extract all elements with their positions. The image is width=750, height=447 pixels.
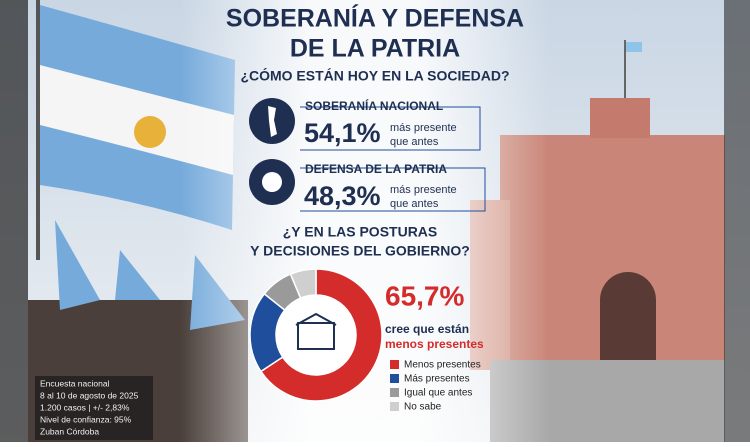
caption: menos presentes [385,337,484,351]
footnote-line: 1.200 casos | +/- 2,83% [40,402,130,412]
question: Y DECISIONES DEL GOBIERNO? [250,243,470,259]
stat: SOBERANÍA NACIONAL 54,1% más presente qu… [249,98,481,151]
footnote-line: 8 al 10 de agosto de 2025 [40,390,139,400]
right-edge [724,0,750,442]
title: SOBERANÍA Y DEFENSA [226,4,524,33]
value-label: 65,7% [385,280,464,311]
legend-swatch [390,360,399,369]
legend-label: Más presentes [404,374,470,385]
left-edge [0,0,28,442]
stat-value: 54,1% [304,118,381,148]
footnote-line: Encuesta nacional [40,378,110,388]
subtitle: ¿CÓMO ESTÁN HOY EN LA SOCIEDAD? [240,67,509,84]
stat-note: más presente [390,184,457,196]
stat: DEFENSA DE LA PATRIA 48,3% más presente … [249,159,486,212]
legend-swatch [390,374,399,383]
stat-label: SOBERANÍA NACIONAL [305,98,443,113]
footnote: Encuesta nacional 8 al 10 de agosto de 20… [40,378,139,436]
stat-note: que antes [390,198,439,210]
footnote-line: Zuban Córdoba [40,426,99,436]
stat-note: más presente [390,122,457,134]
legend-swatch [390,402,399,411]
stat-value: 48,3% [304,181,381,211]
title: DE LA PATRIA [290,35,460,63]
legend-label: Igual que antes [404,388,472,399]
legend-label: Menos presentes [404,360,481,371]
stat-label: DEFENSA DE LA PATRIA [305,162,447,176]
stat-note: que antes [390,136,439,148]
question: ¿Y EN LAS POSTURAS [283,224,438,240]
legend-swatch [390,388,399,397]
legend-label: No sabe [404,402,442,413]
footnote-box [35,376,153,440]
caption: cree que están [385,322,469,336]
footnote-line: Nivel de confianza: 95% [40,414,132,424]
donut-chart [276,295,356,375]
